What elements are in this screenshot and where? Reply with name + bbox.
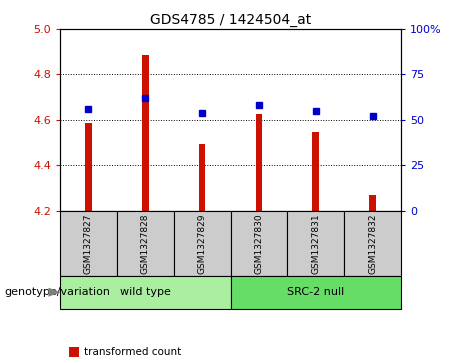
Text: GSM1327829: GSM1327829 — [198, 214, 207, 274]
Bar — [230, 276, 401, 309]
Text: transformed count: transformed count — [84, 347, 181, 357]
Bar — [287, 211, 344, 276]
Text: GSM1327832: GSM1327832 — [368, 214, 377, 274]
Bar — [60, 276, 230, 309]
Bar — [60, 211, 117, 276]
Text: GSM1327827: GSM1327827 — [84, 214, 93, 274]
Bar — [230, 211, 287, 276]
Bar — [199, 144, 206, 211]
Text: GSM1327831: GSM1327831 — [311, 214, 320, 274]
Text: GSM1327828: GSM1327828 — [141, 214, 150, 274]
Bar — [117, 211, 174, 276]
Title: GDS4785 / 1424504_at: GDS4785 / 1424504_at — [150, 13, 311, 26]
Bar — [85, 123, 92, 211]
Bar — [142, 55, 148, 211]
Bar — [313, 131, 319, 211]
Text: wild type: wild type — [120, 287, 171, 297]
Text: GSM1327830: GSM1327830 — [254, 214, 263, 274]
Bar — [255, 114, 262, 211]
Text: SRC-2 null: SRC-2 null — [287, 287, 344, 297]
Bar — [174, 211, 230, 276]
Bar — [344, 211, 401, 276]
Bar — [369, 195, 376, 211]
Text: genotype/variation: genotype/variation — [5, 287, 111, 297]
